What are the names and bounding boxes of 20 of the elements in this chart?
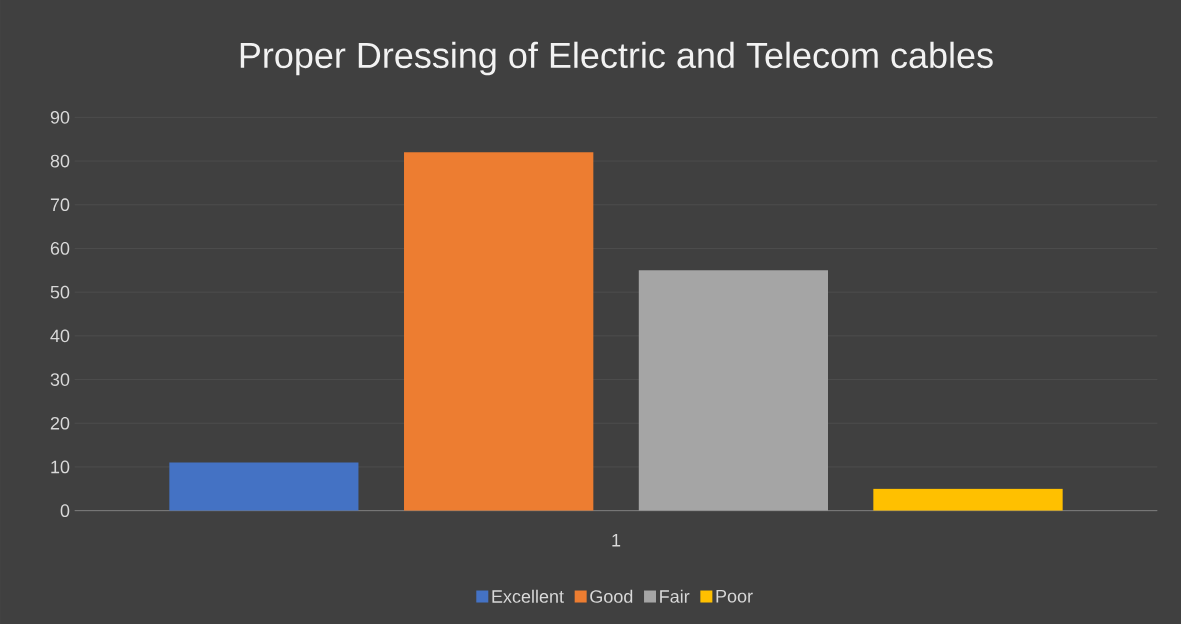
x-tick-label: 1 <box>612 534 621 547</box>
y-tick-label: 20 <box>50 416 70 430</box>
y-tick-label: 0 <box>60 504 70 518</box>
y-tick-label: 10 <box>51 460 70 474</box>
y-tick-label: 90 <box>50 110 70 124</box>
y-tick-label: 30 <box>50 373 70 386</box>
legend-label: Fair <box>660 589 690 603</box>
y-tick-label: 40 <box>50 329 70 343</box>
bar <box>169 462 359 511</box>
legend-label: Good <box>590 589 633 603</box>
y-tick-label: 80 <box>50 154 70 168</box>
bar <box>638 270 829 511</box>
y-tick-label: 50 <box>50 285 70 299</box>
y-tick-label: 60 <box>50 242 70 255</box>
chart-title: Proper Dressing of Electric and Telecom cables <box>240 41 993 76</box>
y-tick-label: 70 <box>50 198 70 212</box>
bar <box>404 152 594 511</box>
legend-label: Poor <box>716 590 753 603</box>
bar <box>873 488 1063 511</box>
legend-label: Excellent <box>492 589 564 603</box>
